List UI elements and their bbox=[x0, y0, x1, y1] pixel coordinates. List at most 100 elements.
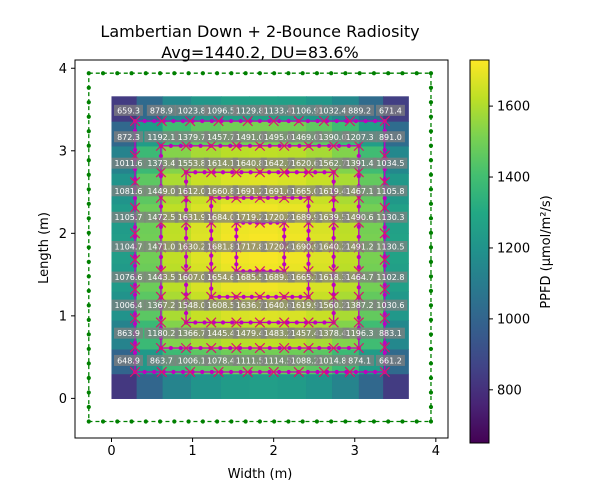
fixture-x-marker bbox=[303, 140, 314, 152]
light-ring-1-dot bbox=[132, 254, 138, 259]
perimeter-strip-dot bbox=[371, 71, 377, 76]
light-ring-1-dot bbox=[152, 118, 157, 124]
light-ring-1-dot bbox=[382, 340, 387, 346]
value-label-box bbox=[203, 299, 238, 311]
light-ring-4-dot bbox=[217, 294, 222, 299]
light-ring-1-dot bbox=[200, 369, 205, 375]
value-label: 1630.2 bbox=[178, 243, 206, 252]
light-ring-5-dot bbox=[234, 262, 239, 267]
value-label: 1665.0 bbox=[291, 187, 319, 196]
value-label: 1133.4 bbox=[264, 106, 292, 115]
value-label-box bbox=[144, 211, 179, 223]
value-label-box bbox=[114, 131, 144, 143]
fixture-x-marker bbox=[254, 342, 266, 354]
perimeter-strip-dot bbox=[86, 332, 91, 337]
value-label-box bbox=[345, 104, 375, 116]
fixture-x-marker bbox=[379, 228, 390, 239]
fixture-x-marker bbox=[353, 342, 365, 354]
x-tick-label: 0 bbox=[107, 444, 115, 459]
plot-frame bbox=[74, 59, 449, 439]
value-label: 1034.5 bbox=[376, 159, 404, 168]
perimeter-strip-dot bbox=[428, 419, 434, 424]
fixture-x-marker bbox=[379, 284, 390, 295]
value-label-box bbox=[315, 211, 350, 223]
perimeter-strip-dot bbox=[428, 172, 434, 177]
light-ring-4-dot bbox=[249, 294, 254, 299]
fixture-x-marker bbox=[155, 342, 167, 354]
light-ring-1-dot bbox=[228, 118, 234, 124]
value-label: 1619.4 bbox=[318, 187, 346, 196]
value-label-box bbox=[373, 271, 408, 283]
value-label-box bbox=[260, 241, 295, 253]
light-ring-4-dot bbox=[273, 195, 279, 200]
fixture-x-marker bbox=[379, 254, 390, 265]
value-label: 1607.0 bbox=[178, 273, 206, 282]
light-ring-1-dot bbox=[132, 196, 138, 201]
fixture-x-marker bbox=[318, 115, 330, 127]
light-ring-2-dot bbox=[247, 345, 253, 351]
light-ring-1-dot bbox=[132, 176, 138, 182]
perimeter-strip-dot bbox=[172, 419, 177, 424]
value-label: 1023.8 bbox=[178, 106, 206, 115]
light-ring-3-dot bbox=[313, 320, 318, 325]
value-label: 1608.5 bbox=[207, 301, 235, 310]
light-ring-2-dot bbox=[346, 143, 352, 148]
light-ring-3-dot bbox=[183, 226, 189, 231]
light-ring-2-dot bbox=[336, 143, 342, 148]
value-label: 1105.8 bbox=[376, 187, 404, 196]
y-axis-label: Length (m) bbox=[37, 212, 52, 284]
perimeter-strip-dot bbox=[428, 85, 434, 90]
value-label-box bbox=[174, 241, 209, 253]
value-label: 1014.8 bbox=[318, 356, 346, 365]
light-ring-2-dot bbox=[228, 143, 233, 148]
perimeter-strip-dot bbox=[357, 419, 362, 424]
perimeter-strip-dot bbox=[400, 71, 405, 76]
light-ring-2-dot bbox=[158, 265, 164, 270]
light-ring-1-dot bbox=[353, 118, 359, 124]
perimeter-strip-dot bbox=[243, 419, 248, 424]
perimeter-strip-dot bbox=[428, 317, 434, 323]
light-ring-3-dot bbox=[267, 320, 272, 325]
value-label-box bbox=[232, 104, 267, 116]
light-ring-2-dot bbox=[336, 345, 342, 351]
light-ring-4-dot bbox=[306, 203, 311, 209]
value-label-box bbox=[114, 327, 144, 339]
light-ring-3-dot bbox=[331, 179, 336, 184]
light-ring-4-dot bbox=[209, 203, 214, 209]
value-label-box bbox=[260, 354, 295, 366]
value-label: 1180.2 bbox=[147, 329, 175, 338]
colorbar-label: PPFD (µmol/m²/s) bbox=[539, 195, 554, 308]
light-ring-1-dot bbox=[180, 369, 186, 375]
light-ring-1-dot bbox=[132, 147, 138, 153]
value-label-box bbox=[260, 104, 295, 116]
value-label-box bbox=[315, 131, 350, 143]
perimeter-strip-dot bbox=[428, 288, 434, 293]
value-label: 1006.4 bbox=[115, 301, 143, 310]
light-ring-2-dot bbox=[188, 143, 193, 148]
value-label-box bbox=[342, 157, 377, 169]
fixture-x-marker bbox=[268, 366, 279, 378]
perimeter-strip-dot bbox=[86, 274, 91, 279]
perimeter-strip-dot bbox=[428, 187, 434, 192]
value-label-box bbox=[144, 157, 179, 169]
perimeter-strip-dot bbox=[100, 419, 106, 424]
value-label-box bbox=[174, 211, 209, 223]
fixture-x-marker bbox=[278, 140, 290, 152]
fixture-x-marker bbox=[206, 317, 217, 328]
light-ring-3-dot bbox=[193, 170, 198, 175]
value-label: 1472.5 bbox=[147, 213, 175, 222]
value-label: 648.9 bbox=[117, 356, 140, 365]
light-ring-2-dot bbox=[356, 204, 361, 209]
light-ring-4-dot bbox=[290, 294, 295, 299]
light-ring-1-dot bbox=[382, 263, 387, 268]
fixture-x-marker bbox=[293, 115, 305, 127]
light-ring-1-dot bbox=[315, 369, 320, 375]
value-label: 1660.8 bbox=[207, 187, 235, 196]
value-label-box bbox=[174, 327, 209, 339]
axes: 0 1 2 3 4 0 1 2 3 4 bbox=[59, 62, 440, 459]
perimeter-strip-dot bbox=[86, 114, 91, 119]
perimeter-strip-dot bbox=[86, 230, 91, 235]
perimeter-strip-dot bbox=[343, 71, 348, 76]
value-label-box bbox=[287, 131, 322, 143]
